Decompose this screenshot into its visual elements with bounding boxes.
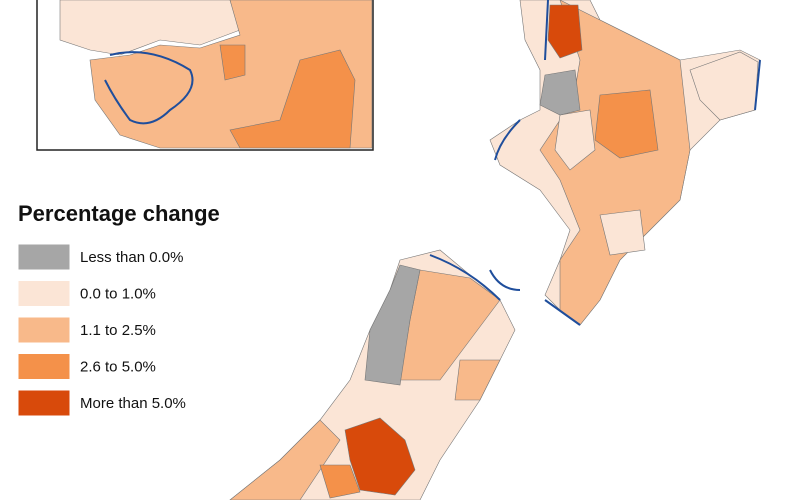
legend-label: 0.0 to 1.0% bbox=[80, 285, 156, 302]
legend-swatch bbox=[17, 353, 71, 380]
region bbox=[229, 49, 356, 149]
region bbox=[539, 69, 581, 116]
legend-swatch bbox=[17, 243, 71, 271]
legend-swatch bbox=[17, 280, 71, 307]
legend-label: 2.6 to 5.0% bbox=[80, 358, 156, 375]
legend: Less than 0.0% 0.0 to 1.0% 1.1 to 2.5% 2.6 … bbox=[17, 243, 186, 417]
region bbox=[554, 109, 596, 171]
coastline bbox=[494, 0, 761, 326]
legend-label: 1.1 to 2.5% bbox=[80, 322, 156, 339]
region bbox=[599, 209, 646, 256]
legend-label: More than 5.0% bbox=[80, 395, 186, 412]
map-regions bbox=[36, 0, 761, 500]
region bbox=[229, 419, 341, 500]
region bbox=[454, 359, 501, 401]
region bbox=[319, 464, 361, 499]
region bbox=[594, 89, 659, 159]
legend-swatch bbox=[17, 316, 71, 344]
region bbox=[344, 417, 416, 496]
legend-title: Percentage change bbox=[18, 201, 220, 226]
coastline bbox=[104, 51, 194, 125]
region bbox=[547, 4, 583, 59]
legend-swatch bbox=[17, 389, 71, 417]
region bbox=[219, 44, 246, 81]
legend-label: Less than 0.0% bbox=[80, 249, 183, 266]
region bbox=[364, 264, 421, 386]
coastline bbox=[429, 254, 521, 301]
